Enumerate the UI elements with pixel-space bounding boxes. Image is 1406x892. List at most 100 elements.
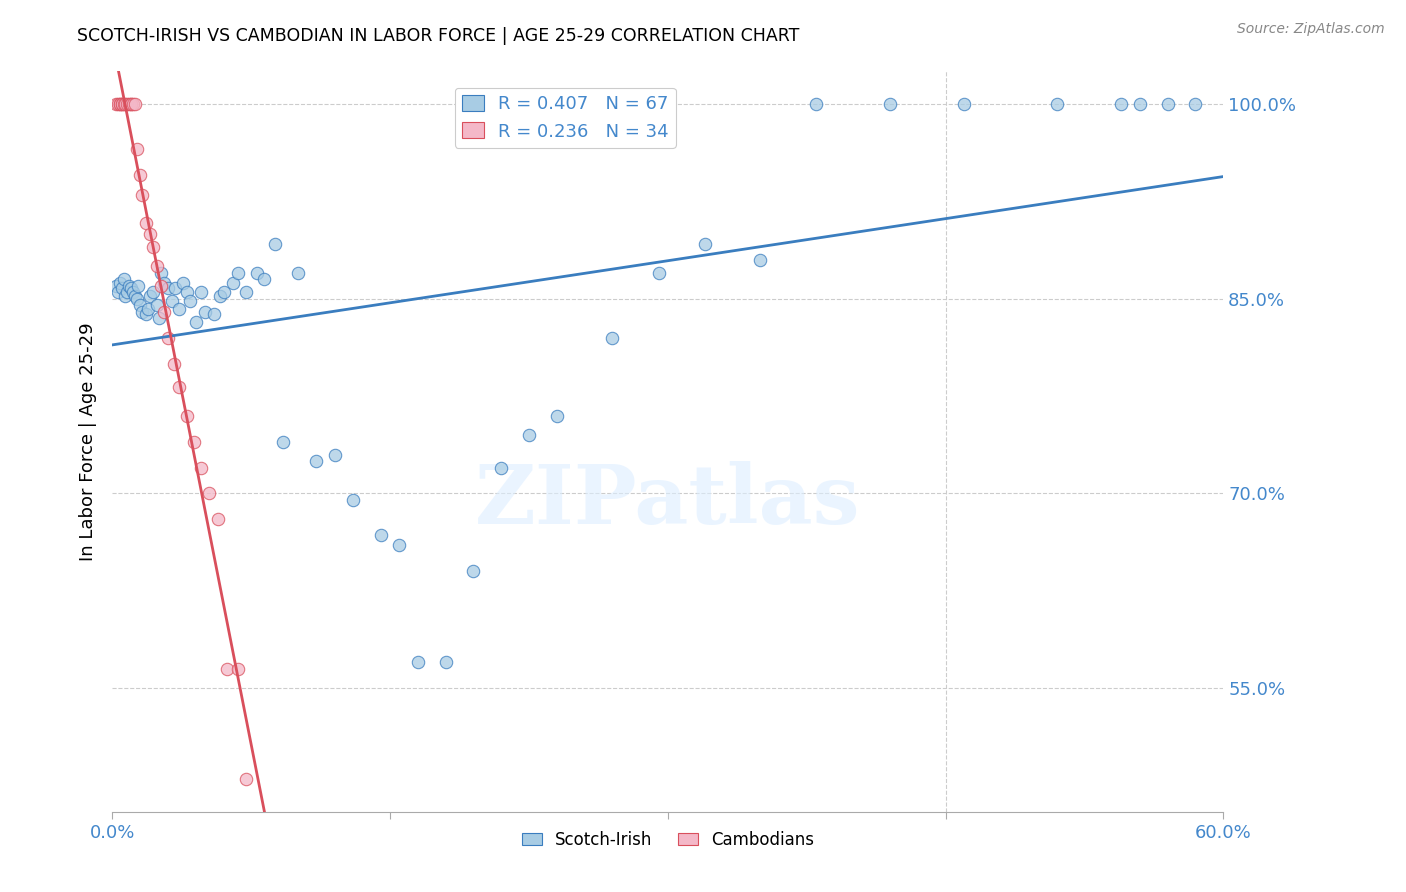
Point bbox=[212, 285, 235, 300]
Point bbox=[305, 454, 328, 468]
Point bbox=[125, 142, 148, 156]
Point bbox=[1045, 96, 1069, 111]
Point bbox=[120, 96, 142, 111]
Point bbox=[434, 656, 457, 670]
Point bbox=[222, 276, 245, 290]
Text: Source: ZipAtlas.com: Source: ZipAtlas.com bbox=[1237, 22, 1385, 37]
Point bbox=[114, 96, 136, 111]
Point bbox=[120, 96, 142, 111]
Point bbox=[129, 168, 152, 182]
Text: SCOTCH-IRISH VS CAMBODIAN IN LABOR FORCE | AGE 25-29 CORRELATION CHART: SCOTCH-IRISH VS CAMBODIAN IN LABOR FORCE… bbox=[77, 27, 800, 45]
Point bbox=[162, 357, 184, 371]
Point bbox=[172, 276, 194, 290]
Point bbox=[287, 266, 309, 280]
Point bbox=[107, 96, 129, 111]
Point bbox=[118, 278, 141, 293]
Point bbox=[135, 216, 157, 230]
Point bbox=[105, 278, 128, 293]
Point bbox=[323, 448, 346, 462]
Point bbox=[217, 662, 239, 676]
Point bbox=[118, 96, 141, 111]
Point bbox=[142, 240, 165, 254]
Point bbox=[105, 96, 128, 111]
Point bbox=[167, 301, 190, 316]
Point bbox=[1184, 96, 1206, 111]
Point bbox=[179, 294, 201, 309]
Point bbox=[124, 289, 146, 303]
Point bbox=[647, 266, 669, 280]
Point bbox=[370, 528, 392, 542]
Point bbox=[388, 538, 411, 552]
Point bbox=[153, 304, 176, 318]
Point bbox=[131, 304, 153, 318]
Point bbox=[194, 304, 217, 318]
Point bbox=[146, 298, 169, 312]
Point bbox=[112, 96, 135, 111]
Point bbox=[517, 428, 540, 442]
Point bbox=[120, 281, 142, 295]
Point bbox=[546, 409, 568, 423]
Point bbox=[953, 96, 976, 111]
Point bbox=[165, 281, 187, 295]
Text: ZIPatlas: ZIPatlas bbox=[475, 461, 860, 541]
Point bbox=[149, 278, 172, 293]
Point bbox=[749, 252, 772, 267]
Point bbox=[271, 434, 294, 449]
Point bbox=[228, 266, 250, 280]
Point bbox=[228, 662, 250, 676]
Point bbox=[1156, 96, 1178, 111]
Point bbox=[121, 285, 143, 300]
Point bbox=[176, 409, 198, 423]
Point bbox=[112, 272, 135, 286]
Point bbox=[1129, 96, 1152, 111]
Point bbox=[129, 298, 152, 312]
Point bbox=[602, 331, 624, 345]
Point bbox=[253, 272, 276, 286]
Point bbox=[142, 285, 165, 300]
Point bbox=[157, 281, 180, 295]
Point bbox=[160, 294, 183, 309]
Point bbox=[207, 512, 229, 526]
Point bbox=[190, 460, 212, 475]
Point bbox=[183, 434, 205, 449]
Point bbox=[117, 285, 139, 300]
Point bbox=[108, 276, 131, 290]
Point bbox=[131, 187, 153, 202]
Point bbox=[197, 486, 219, 500]
Point bbox=[117, 96, 139, 111]
Y-axis label: In Labor Force | Age 25-29: In Labor Force | Age 25-29 bbox=[79, 322, 97, 561]
Point bbox=[121, 96, 143, 111]
Point bbox=[135, 307, 157, 321]
Point bbox=[190, 285, 212, 300]
Point bbox=[176, 285, 198, 300]
Point bbox=[157, 331, 180, 345]
Point bbox=[153, 276, 176, 290]
Point bbox=[342, 493, 364, 508]
Point bbox=[148, 311, 170, 326]
Point bbox=[124, 96, 146, 111]
Point bbox=[463, 565, 485, 579]
Point bbox=[202, 307, 225, 321]
Point bbox=[108, 96, 131, 111]
Point bbox=[406, 656, 429, 670]
Point bbox=[491, 460, 513, 475]
Point bbox=[1111, 96, 1133, 111]
Legend: Scotch-Irish, Cambodians: Scotch-Irish, Cambodians bbox=[515, 824, 821, 855]
Point bbox=[167, 380, 190, 394]
Point bbox=[138, 227, 160, 241]
Point bbox=[246, 266, 269, 280]
Point bbox=[111, 96, 134, 111]
Point bbox=[149, 266, 172, 280]
Point bbox=[125, 292, 148, 306]
Point bbox=[138, 289, 160, 303]
Point bbox=[108, 96, 131, 111]
Point bbox=[111, 96, 134, 111]
Point bbox=[136, 301, 159, 316]
Point bbox=[127, 278, 149, 293]
Point bbox=[114, 289, 136, 303]
Point bbox=[235, 772, 257, 787]
Point bbox=[879, 96, 901, 111]
Point bbox=[693, 237, 716, 252]
Point bbox=[804, 96, 827, 111]
Point bbox=[146, 259, 169, 273]
